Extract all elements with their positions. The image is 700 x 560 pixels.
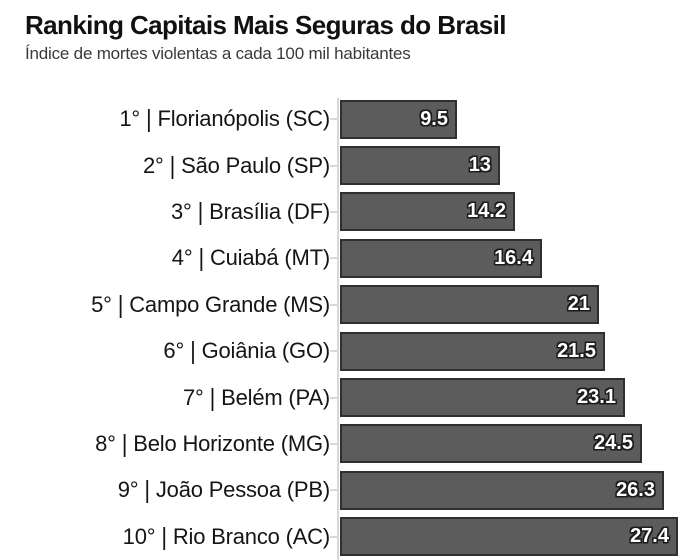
bar: 13 [340,146,500,186]
category-label: 10° | Rio Branco (AC) [0,521,331,551]
table-row: 7° | Belém (PA) 23.1 [0,374,700,420]
rank-label: 3° [170,198,192,224]
table-row: 1° | Florianópolis (SC) 9.5 [0,96,700,142]
category-label: 5° | Campo Grande (MS) [0,289,330,319]
category-label: 4° | Cuiabá (MT) [0,243,330,273]
bar-value-label: 9.5 [420,107,448,130]
chart-header: Ranking Capitais Mais Seguras do Brasil … [25,10,685,64]
bar-value-label: 21.5 [557,339,596,362]
axis-tick [330,442,337,445]
rank-label: 7° [183,384,204,410]
city-label: São Paulo (SP) [181,152,330,178]
bar-value-label: 26.3 [616,478,655,501]
bar: 16.4 [340,238,542,278]
bar: 21 [340,285,599,325]
axis-tick [330,210,337,213]
category-label: 1° | Florianópolis (SC) [0,104,331,133]
category-label: 8° | Belo Horizonte (MG) [0,428,330,458]
bar-value-label: 14.2 [467,200,506,223]
city-label: Rio Branco (AC) [172,523,330,549]
axis-tick [330,303,337,306]
axis-tick [330,350,337,353]
bar-value-label: 16.4 [494,246,533,269]
bar-value-label: 13 [468,154,491,177]
separator: | [146,104,152,133]
bar-chart-area: 1° | Florianópolis (SC) 9.5 2° | São Paulo (… [0,96,700,560]
rank-label: 8° [95,430,116,456]
category-label: 6° | Goiânia (GO) [0,336,331,365]
city-label: Belém (PA) [221,384,330,410]
bar-value-label: 24.5 [594,432,633,455]
bar-value-label: 21 [567,293,590,316]
separator: | [190,336,196,365]
table-row: 9° | João Pessoa (PB) 26.3 [0,467,700,513]
table-row: 10° | Rio Branco (AC) 27.4 [0,514,700,560]
table-row: 4° | Cuiabá (MT) 16.4 [0,235,700,281]
city-label: João Pessoa (PB) [155,477,330,503]
category-label: 9° | João Pessoa (PB) [0,475,330,505]
separator: | [169,150,176,180]
chart-title: Ranking Capitais Mais Seguras do Brasil [25,10,506,40]
city-label: Belo Horizonte (MG) [133,430,330,456]
bar: 23.1 [340,378,625,418]
bar: 24.5 [340,424,642,464]
axis-tick [330,257,337,260]
separator: | [161,521,167,551]
rank-label: 10° [122,523,156,549]
bar: 14.2 [340,192,515,232]
separator: | [198,243,204,273]
rank-label: 5° [91,291,112,317]
table-row: 6° | Goiânia (GO) 21.5 [0,328,700,374]
category-label: 2° | São Paulo (SP) [0,150,330,180]
city-label: Campo Grande (MS) [129,291,330,317]
rank-label: 9° [117,477,139,503]
axis-tick [330,118,337,121]
separator: | [117,289,124,319]
bar-rows: 1° | Florianópolis (SC) 9.5 2° | São Paulo (… [0,96,700,560]
bar-value-label: 27.4 [630,525,669,548]
table-row: 2° | São Paulo (SP) 13 [0,142,700,188]
rank-label: 2° [143,152,164,178]
separator: | [197,197,204,226]
city-label: Goiânia (GO) [201,338,331,364]
table-row: 8° | Belo Horizonte (MG) 24.5 [0,421,700,467]
axis-tick [330,164,337,167]
bar: 27.4 [340,517,678,557]
bar-value-label: 23.1 [577,386,616,409]
axis-tick [330,396,337,399]
bar: 26.3 [340,470,664,510]
axis-tick [330,535,337,538]
axis-tick [330,489,337,492]
separator: | [209,382,216,412]
city-label: Cuiabá (MT) [209,245,330,271]
category-label: 3° | Brasília (DF) [0,197,330,226]
rank-label: 4° [171,245,193,271]
city-label: Brasília (DF) [209,198,330,224]
category-label: 7° | Belém (PA) [0,382,330,412]
chart-subtitle: Índice de mortes violentas a cada 100 mi… [25,44,411,64]
bar: 9.5 [340,99,457,139]
bar: 21.5 [340,331,605,371]
rank-label: 6° [163,338,185,364]
y-axis-line [337,98,339,560]
table-row: 5° | Campo Grande (MS) 21 [0,282,700,328]
rank-label: 1° [119,106,141,132]
city-label: Florianópolis (SC) [157,106,331,132]
separator: | [121,428,128,458]
table-row: 3° | Brasília (DF) 14.2 [0,189,700,235]
separator: | [144,475,150,505]
